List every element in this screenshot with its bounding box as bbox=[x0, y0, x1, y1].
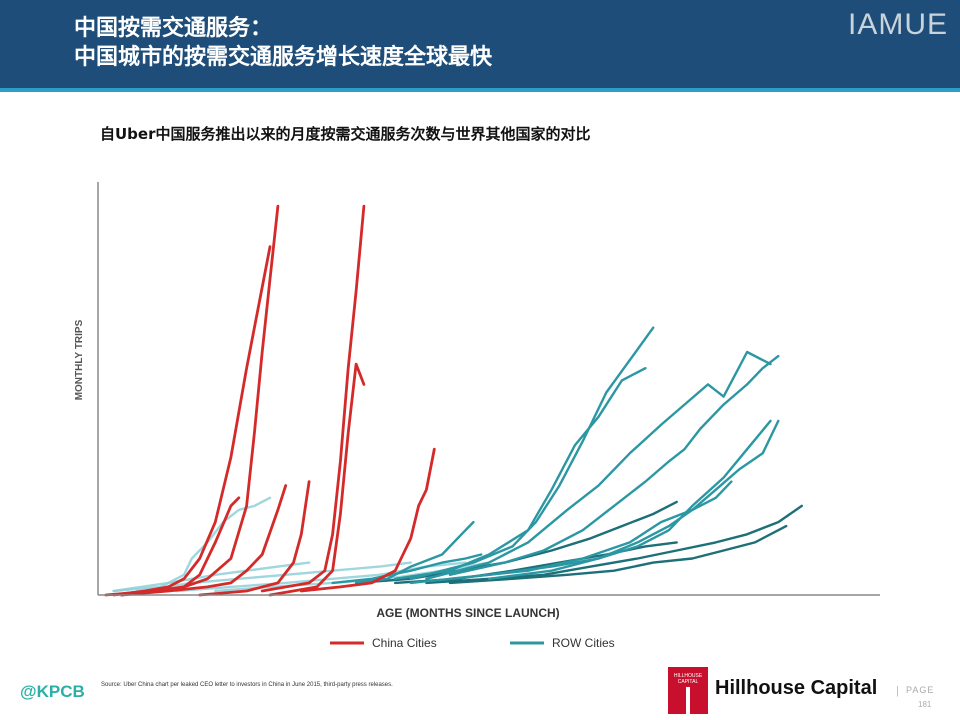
header-accent-line bbox=[0, 88, 960, 92]
page-title: 中国按需交通服务： 中国城市的按需交通服务增长速度全球最快 bbox=[74, 14, 492, 72]
hillhouse-logo-text: HILLHOUSE CAPITAL bbox=[673, 673, 703, 685]
legend-label-0: China Cities bbox=[372, 636, 437, 650]
legend-label-1: ROW Cities bbox=[552, 636, 615, 650]
row-city-line-21 bbox=[487, 480, 733, 580]
row-city-line-22 bbox=[354, 500, 678, 585]
title-line-2: 中国城市的按需交通服务增长速度全球最快 bbox=[74, 45, 493, 70]
china-city-line-6 bbox=[268, 362, 366, 597]
source-note: Source: Uber China chart per leaked CEO … bbox=[101, 682, 393, 688]
y-axis-label: MONTHLY TRIPS bbox=[74, 319, 85, 400]
china-city-line-1 bbox=[112, 245, 272, 597]
row-city-line-20 bbox=[448, 419, 780, 580]
row-city-line-24 bbox=[425, 504, 803, 585]
china-city-line-7 bbox=[299, 447, 436, 593]
chart-subtitle: 自Uber中国服务推出以来的月度按需交通服务次数与世界其他国家的对比 bbox=[100, 125, 591, 143]
row-city-line-9 bbox=[112, 561, 311, 593]
brand-mark: IAMUE bbox=[847, 8, 948, 41]
row-city-line-17 bbox=[425, 350, 772, 580]
china-city-line-0 bbox=[104, 204, 280, 597]
china-city-line-4 bbox=[198, 480, 311, 597]
row-city-line-25 bbox=[448, 524, 788, 585]
hillhouse-logo-bar bbox=[686, 687, 690, 714]
page-number: 181 bbox=[918, 700, 932, 709]
row-city-line-16 bbox=[409, 326, 655, 580]
hillhouse-name: Hillhouse Capital bbox=[715, 677, 878, 699]
x-axis-label: AGE (MONTHS SINCE LAUNCH) bbox=[376, 606, 559, 620]
china-city-line-3 bbox=[120, 484, 288, 597]
page-label: PAGE bbox=[906, 685, 935, 695]
title-line-1: 中国按需交通服务： bbox=[74, 16, 273, 41]
series-layer bbox=[104, 204, 803, 597]
page-separator: | bbox=[896, 685, 899, 697]
row-city-line-13 bbox=[354, 520, 475, 585]
row-city-line-14 bbox=[331, 553, 483, 585]
chart-legend: China Cities ROW Cities bbox=[330, 636, 615, 650]
hillhouse-logo: HILLHOUSE CAPITAL bbox=[668, 667, 708, 714]
header-bar bbox=[0, 0, 960, 88]
kpcb-logo: @KPCB bbox=[20, 682, 85, 701]
china-city-line-5 bbox=[260, 204, 366, 593]
row-city-line-18 bbox=[448, 354, 780, 576]
